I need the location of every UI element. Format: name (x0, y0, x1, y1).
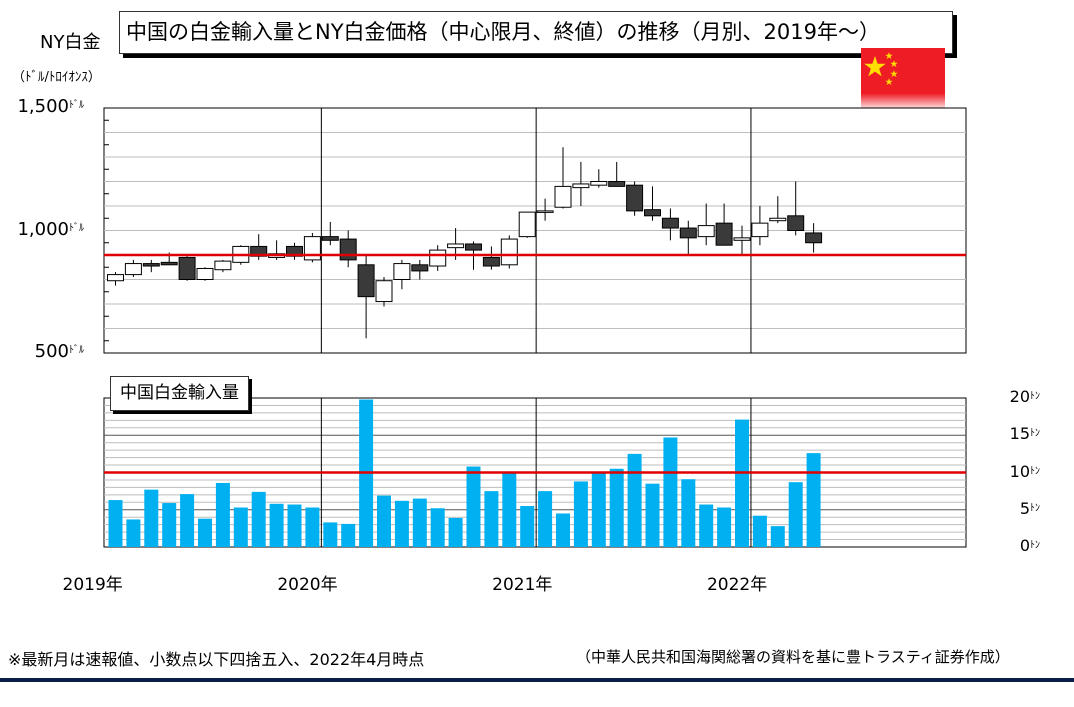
candle-body (214, 260, 232, 271)
volume-bar (108, 500, 123, 547)
volume-bar (394, 500, 409, 547)
volume-bar (180, 494, 195, 547)
volume-bar (341, 523, 356, 547)
candle-body (375, 280, 393, 303)
volume-tick-label: 5ﾄﾝ (1019, 498, 1040, 518)
volume-bar (538, 491, 553, 547)
candle-body (196, 267, 214, 281)
candle-body (411, 264, 429, 272)
year-label: 2022年 (706, 575, 768, 595)
candle-body (590, 181, 608, 186)
candle-body (733, 237, 751, 241)
volume-bar (198, 518, 212, 547)
year-label: 2021年 (492, 575, 553, 595)
footnote: ※最新月は速報値、小数点以下四捨五入、2022年4月時点 (8, 650, 425, 669)
year-label: 2020年 (277, 575, 338, 595)
volume-tick-label: 0ﾄﾝ (1019, 536, 1040, 555)
volume-bar (430, 508, 445, 547)
bottom-divider (0, 678, 1074, 682)
volume-bar (717, 507, 732, 547)
volume-bar (144, 489, 159, 547)
candle-body (357, 264, 375, 298)
volume-bar (269, 503, 284, 547)
volume-chart-title: 中国白金輸入量 (110, 376, 249, 411)
candle-body (142, 263, 160, 267)
candle-body (482, 256, 500, 267)
price-tick-label: 1,500ﾄﾞﾙ (17, 96, 84, 117)
candle-body (393, 263, 411, 281)
candle-body (303, 236, 321, 261)
year-label: 2019年 (62, 575, 123, 595)
volume-bar (162, 503, 177, 547)
volume-bar (126, 519, 141, 547)
volume-bar (448, 517, 463, 547)
volume-bar (520, 506, 535, 547)
candle-body (769, 217, 787, 222)
volume-bar (699, 504, 714, 547)
volume-bar (323, 522, 338, 547)
source-note: （中華人民共和国海関総署の資料を基に豊トラスティ証券作成） (576, 648, 1010, 666)
volume-bar (591, 473, 606, 547)
volume-bar (287, 504, 302, 547)
volume-bar (484, 491, 499, 547)
volume-bar (735, 419, 749, 547)
volume-bar (251, 491, 266, 547)
candle-body (124, 263, 142, 276)
candle-body (626, 184, 644, 212)
volume-bar (502, 471, 517, 547)
candle-body (518, 211, 536, 238)
volume-bar (377, 495, 391, 547)
candle-body (178, 256, 196, 281)
candle-body (661, 217, 679, 229)
volume-bar (556, 513, 570, 547)
candle-body (339, 238, 357, 261)
volume-bar (806, 453, 821, 547)
candle-body (644, 209, 661, 217)
volume-bar (752, 515, 767, 547)
candle-body (536, 210, 554, 213)
candle-body (160, 261, 178, 266)
volume-bar (466, 466, 481, 547)
candle-body (608, 181, 626, 187)
candle-body (429, 249, 447, 267)
volume-tick-label: 15ﾄﾝ (1009, 424, 1040, 444)
candle-body (107, 274, 124, 282)
candle-body (465, 243, 482, 251)
volume-tick-label: 20ﾄﾝ (1009, 387, 1040, 406)
chart-title: 中国の白金輸入量とNY白金価格（中心限月、終値）の推移（月別、2019年～） (119, 11, 953, 54)
volume-bar (609, 468, 624, 547)
volume-bar (233, 507, 248, 547)
candle-body (715, 222, 733, 246)
volume-bar (788, 482, 803, 547)
candle-body (321, 236, 339, 241)
candle-body (679, 227, 697, 239)
price-axis-title: NY白金 (40, 32, 101, 53)
volume-bar (573, 481, 588, 547)
volume-bar (215, 482, 230, 547)
candle-body (805, 232, 823, 244)
price-unit-label: （ﾄﾞﾙ/ﾄﾛｲｵﾝｽ） (12, 70, 101, 85)
volume-bar (663, 437, 678, 547)
volume-bar (681, 479, 696, 547)
volume-bar (645, 483, 660, 547)
candle-body (572, 183, 590, 189)
volume-bar (412, 498, 427, 547)
price-tick-label: 500ﾄﾞﾙ (34, 341, 84, 362)
candle-body (751, 222, 769, 238)
china-flag-icon (861, 48, 945, 111)
price-tick-label: 1,000ﾄﾞﾙ (17, 218, 84, 240)
candle-body (447, 243, 465, 249)
candle-body (697, 225, 715, 238)
candle-body (500, 238, 518, 266)
candle-body (554, 185, 572, 208)
volume-bar (305, 507, 320, 547)
volume-tick-label: 10ﾄﾝ (1009, 461, 1040, 481)
volume-bar (627, 453, 642, 547)
volume-bar (770, 526, 785, 547)
candle-body (787, 215, 805, 232)
